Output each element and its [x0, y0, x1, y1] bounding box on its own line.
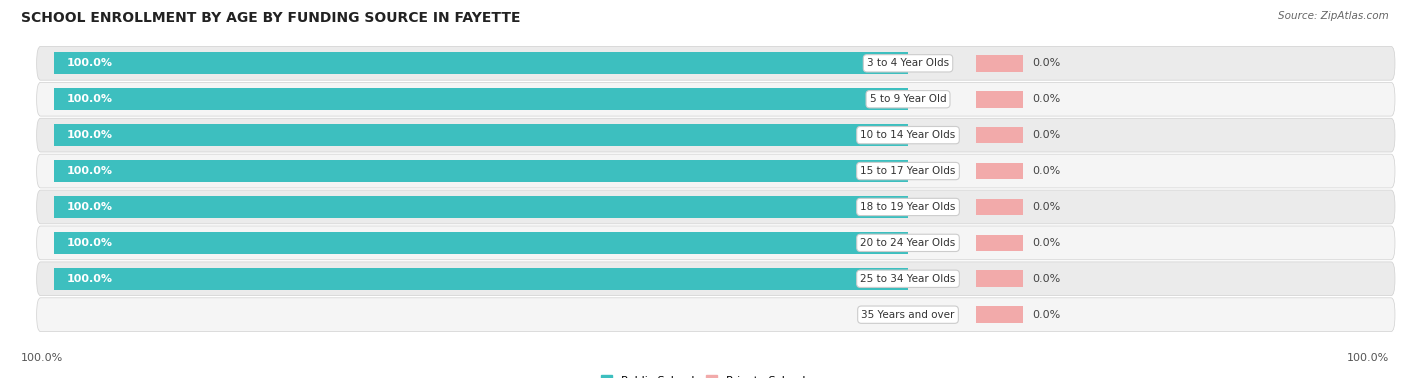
Text: 0.0%: 0.0% — [872, 310, 900, 320]
FancyBboxPatch shape — [37, 82, 1395, 116]
Text: Source: ZipAtlas.com: Source: ZipAtlas.com — [1278, 11, 1389, 21]
Bar — [976, 306, 1024, 323]
Text: 25 to 34 Year Olds: 25 to 34 Year Olds — [860, 274, 956, 284]
FancyBboxPatch shape — [37, 262, 1395, 296]
Text: 35 Years and over: 35 Years and over — [862, 310, 955, 320]
Bar — [976, 163, 1024, 180]
Text: 3 to 4 Year Olds: 3 to 4 Year Olds — [868, 58, 949, 68]
Bar — [53, 196, 908, 218]
Bar — [976, 55, 1024, 72]
Bar — [53, 88, 908, 110]
Text: 100.0%: 100.0% — [66, 274, 112, 284]
Text: 100.0%: 100.0% — [66, 202, 112, 212]
Text: 0.0%: 0.0% — [1032, 58, 1060, 68]
FancyBboxPatch shape — [37, 226, 1395, 260]
Text: 20 to 24 Year Olds: 20 to 24 Year Olds — [860, 238, 956, 248]
Text: 0.0%: 0.0% — [1032, 274, 1060, 284]
Bar — [976, 127, 1024, 144]
Bar — [976, 91, 1024, 108]
Text: 0.0%: 0.0% — [1032, 130, 1060, 140]
Bar — [53, 160, 908, 182]
Legend: Public School, Private School: Public School, Private School — [596, 371, 810, 378]
Text: 18 to 19 Year Olds: 18 to 19 Year Olds — [860, 202, 956, 212]
Bar — [53, 124, 908, 146]
Text: 100.0%: 100.0% — [66, 94, 112, 104]
Bar — [976, 234, 1024, 251]
Text: 0.0%: 0.0% — [1032, 310, 1060, 320]
Text: 0.0%: 0.0% — [1032, 166, 1060, 176]
Bar — [53, 268, 908, 290]
FancyBboxPatch shape — [37, 154, 1395, 188]
Text: 100.0%: 100.0% — [66, 166, 112, 176]
Text: 0.0%: 0.0% — [1032, 202, 1060, 212]
Bar — [53, 232, 908, 254]
Text: 100.0%: 100.0% — [66, 58, 112, 68]
Text: 100.0%: 100.0% — [66, 130, 112, 140]
FancyBboxPatch shape — [37, 118, 1395, 152]
Text: 100.0%: 100.0% — [21, 353, 63, 363]
Bar — [976, 198, 1024, 215]
FancyBboxPatch shape — [37, 190, 1395, 224]
Text: 10 to 14 Year Olds: 10 to 14 Year Olds — [860, 130, 956, 140]
Text: 0.0%: 0.0% — [1032, 238, 1060, 248]
FancyBboxPatch shape — [37, 46, 1395, 80]
Text: 100.0%: 100.0% — [1347, 353, 1389, 363]
Text: SCHOOL ENROLLMENT BY AGE BY FUNDING SOURCE IN FAYETTE: SCHOOL ENROLLMENT BY AGE BY FUNDING SOUR… — [21, 11, 520, 25]
Text: 5 to 9 Year Old: 5 to 9 Year Old — [870, 94, 946, 104]
Bar — [976, 270, 1024, 287]
Bar — [53, 52, 908, 74]
Text: 15 to 17 Year Olds: 15 to 17 Year Olds — [860, 166, 956, 176]
FancyBboxPatch shape — [37, 298, 1395, 332]
Text: 100.0%: 100.0% — [66, 238, 112, 248]
Text: 0.0%: 0.0% — [1032, 94, 1060, 104]
